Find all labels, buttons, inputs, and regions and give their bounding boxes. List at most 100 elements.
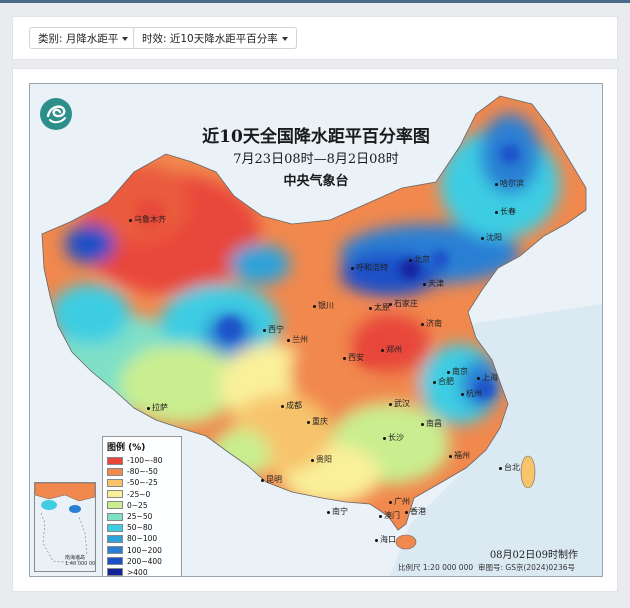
legend-label: 50~80 [127, 523, 153, 533]
legend-item: -50~-25 [107, 477, 177, 488]
filter-bar: 类别: 月降水距平 时效: 近10天降水距平百分率 [12, 16, 618, 60]
city-marker [495, 183, 498, 186]
city-label: 南宁 [332, 507, 348, 516]
city-marker [351, 267, 354, 270]
chevron-down-icon [281, 37, 288, 41]
city-marker [461, 393, 464, 396]
city-marker [129, 219, 132, 222]
city-marker [423, 283, 426, 286]
hainan-island [395, 534, 417, 550]
city-label: 沈阳 [486, 233, 502, 242]
city-marker [281, 405, 284, 408]
city-label: 重庆 [312, 417, 328, 426]
city-marker [421, 323, 424, 326]
city-label: 南昌 [426, 419, 442, 428]
city-marker [147, 407, 150, 410]
city-label: 银川 [318, 301, 334, 310]
chevron-down-icon [122, 37, 129, 41]
map-subtitle: 7月23日08时—8月2日08时 [233, 152, 399, 167]
legend-swatch [107, 568, 123, 576]
city-marker [307, 421, 310, 424]
city-label: 香港 [410, 507, 426, 516]
city-marker [447, 371, 450, 374]
legend-swatch [107, 478, 123, 487]
legend-swatch [107, 534, 123, 543]
map-approval-number: 审图号: GS京(2024)0236号 [478, 563, 576, 572]
legend-item: -25~0 [107, 489, 177, 500]
city-marker [369, 307, 372, 310]
legend-label: 25~50 [127, 512, 153, 522]
legend-label: -25~0 [127, 489, 151, 499]
map-panel: 近10天全国降水距平百分率图 7月23日08时—8月2日08时 中央气象台 乌鲁… [12, 68, 618, 592]
city-label: 天津 [428, 279, 444, 288]
city-label: 北京 [414, 255, 430, 264]
city-label: 成都 [286, 401, 302, 410]
city-marker [263, 329, 266, 332]
legend-label: 0~25 [127, 500, 148, 510]
legend-swatch [107, 546, 123, 555]
city-label: 拉萨 [152, 403, 168, 412]
cma-logo-icon [40, 98, 72, 130]
city-marker [379, 515, 382, 518]
city-label: 长沙 [388, 433, 404, 442]
city-label: 哈尔滨 [500, 179, 524, 188]
made-time: 08月02日09时制作 [489, 550, 578, 561]
city-marker [481, 237, 484, 240]
city-marker [495, 211, 498, 214]
city-marker [389, 403, 392, 406]
legend-item: 50~80 [107, 522, 177, 533]
city-label: 太原 [374, 303, 390, 312]
city-label: 台北 [504, 463, 520, 472]
city-label: 郑州 [386, 345, 402, 354]
city-label: 贵阳 [316, 455, 332, 464]
south-china-sea-inset: 南海诸岛 1:40 000 000 [34, 482, 96, 572]
legend-label: 100~200 [127, 545, 162, 555]
legend-item: -100~-80 [107, 455, 177, 466]
legend: 图例 (%) -100~-80 -80~-50 -50~-25 -25~0 0~25 25… [102, 436, 182, 577]
city-marker [449, 455, 452, 458]
city-marker [287, 339, 290, 342]
legend-item: 100~200 [107, 545, 177, 556]
map-agency: 中央气象台 [283, 174, 349, 189]
city-marker [405, 511, 408, 514]
city-label: 西安 [348, 353, 364, 362]
legend-swatch [107, 456, 123, 465]
city-label: 长春 [500, 207, 516, 216]
timing-dropdown-label: 时效: 近10天降水距平百分率 [142, 33, 278, 45]
timing-dropdown[interactable]: 时效: 近10天降水距平百分率 [133, 27, 297, 49]
category-dropdown-label: 类别: 月降水距平 [38, 33, 119, 45]
city-label: 上海 [482, 373, 498, 382]
city-marker [409, 259, 412, 262]
city-label: 海口 [380, 535, 396, 544]
legend-item: 25~50 [107, 511, 177, 522]
legend-item: 80~100 [107, 533, 177, 544]
legend-label: -50~-25 [127, 478, 158, 488]
legend-item: 200~400 [107, 556, 177, 567]
top-accent-bar [0, 0, 630, 3]
city-label: 昆明 [266, 475, 282, 484]
city-label: 杭州 [466, 389, 482, 398]
city-marker [389, 501, 392, 504]
legend-label: >400 [127, 567, 148, 577]
legend-swatch [107, 501, 123, 510]
city-label: 乌鲁木齐 [134, 215, 166, 224]
city-marker [343, 357, 346, 360]
city-marker [433, 381, 436, 384]
city-marker [313, 305, 316, 308]
city-marker [477, 377, 480, 380]
city-marker [383, 437, 386, 440]
city-label: 武汉 [394, 399, 410, 408]
legend-item: -80~-50 [107, 466, 177, 477]
map-scale: 比例尺 1:20 000 000 [398, 563, 474, 572]
inset-label: 南海诸岛 1:40 000 000 [65, 555, 96, 567]
legend-item: 0~25 [107, 500, 177, 511]
city-label: 澳门 [384, 511, 400, 520]
city-label: 福州 [454, 451, 470, 460]
city-label: 广州 [394, 497, 410, 506]
legend-label: -80~-50 [127, 467, 158, 477]
map-title: 近10天全国降水距平百分率图 [202, 127, 430, 147]
category-dropdown[interactable]: 类别: 月降水距平 [29, 27, 138, 49]
legend-swatch [107, 557, 123, 566]
city-marker [327, 511, 330, 514]
city-label: 西宁 [268, 325, 284, 334]
